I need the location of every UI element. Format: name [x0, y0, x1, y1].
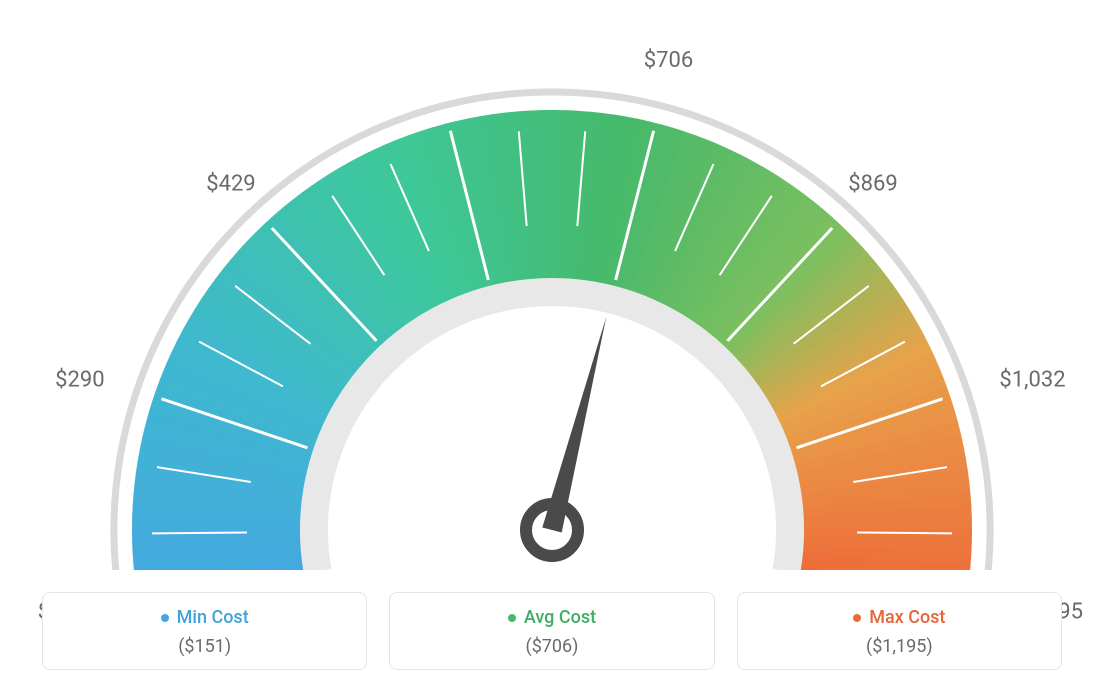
- legend-title-min: Min Cost: [161, 607, 249, 628]
- legend-value-avg: ($706): [400, 636, 703, 657]
- gauge-tick-label: $290: [55, 367, 104, 392]
- legend-title-avg: Avg Cost: [508, 607, 596, 628]
- gauge-svg: [22, 10, 1082, 570]
- gauge-tick-label: $429: [206, 171, 255, 196]
- cost-gauge-chart: $151$290$429$706$869$1,032$1,195: [22, 10, 1082, 570]
- dot-icon: [161, 614, 169, 622]
- dot-icon: [853, 614, 861, 622]
- legend-label: Min Cost: [177, 607, 249, 628]
- gauge-tick-label: $1,032: [999, 367, 1065, 392]
- legend-card-avg: Avg Cost ($706): [389, 592, 714, 671]
- legend-row: Min Cost ($151) Avg Cost ($706) Max Cost…: [42, 592, 1062, 671]
- legend-label: Avg Cost: [524, 607, 596, 628]
- dot-icon: [508, 614, 516, 622]
- legend-value-min: ($151): [53, 636, 356, 657]
- gauge-tick-label: $706: [644, 48, 693, 73]
- gauge-tick-label: $869: [848, 171, 897, 196]
- legend-label: Max Cost: [869, 607, 945, 628]
- legend-card-min: Min Cost ($151): [42, 592, 367, 671]
- legend-value-max: ($1,195): [748, 636, 1051, 657]
- legend-title-max: Max Cost: [853, 607, 945, 628]
- legend-card-max: Max Cost ($1,195): [737, 592, 1062, 671]
